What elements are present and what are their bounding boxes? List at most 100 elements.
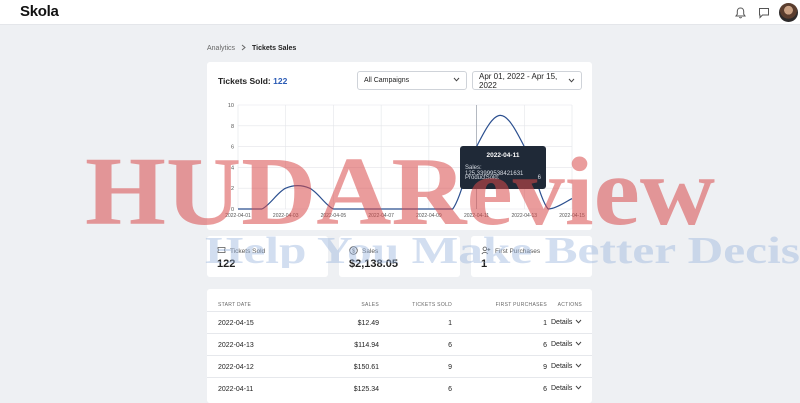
x-tick-label: 2022-04-09 [416, 213, 442, 219]
row-date: 2022-04-12 [218, 364, 254, 371]
tooltip-product-label: ProductSold: [465, 175, 500, 181]
y-tick-label: 6 [231, 145, 234, 151]
header-actions: ACTIONS [557, 302, 582, 308]
chart-title-label: Tickets Sold: [218, 76, 271, 86]
row-sales: $150.61 [353, 364, 379, 371]
row-tickets: 1 [448, 320, 452, 327]
top-bar: Skola [0, 0, 800, 25]
user-plus-icon [481, 246, 491, 257]
stat-card-first-purchases: First Purchases 1 [471, 236, 592, 277]
row-sales: $114.94 [354, 342, 379, 349]
y-tick-label: 0 [231, 207, 234, 213]
tooltip-sales-value: 125.33999538421631 [465, 171, 524, 177]
x-tick-label: 2022-04-15 [559, 213, 585, 219]
tooltip-product-value: 6 [537, 175, 541, 181]
details-button[interactable]: Details [551, 319, 582, 326]
chevron-down-icon [568, 76, 575, 85]
date-range-value: Apr 01, 2022 - Apr 15, 2022 [479, 71, 558, 90]
header-start-date: START DATE [218, 302, 252, 308]
chart-title-count: 122 [273, 76, 288, 86]
x-tick-label: 2022-04-11 [464, 213, 489, 219]
svg-text:$: $ [352, 249, 355, 255]
breadcrumb-analytics[interactable]: Analytics [207, 45, 236, 52]
chat-icon[interactable] [756, 5, 772, 21]
row-date: 2022-04-11 [218, 386, 254, 393]
data-point [571, 197, 573, 199]
table-row: 2022-04-13 $114.94 6 6 Details [207, 333, 592, 355]
row-tickets: 6 [448, 386, 452, 393]
data-point [237, 208, 239, 210]
details-label: Details [551, 341, 573, 348]
stat-label-first-purchases: First Purchases [495, 248, 541, 255]
data-point [428, 208, 430, 210]
row-first-purchases: 1 [543, 320, 547, 327]
details-button[interactable]: Details [551, 363, 582, 370]
chevron-right-icon [241, 44, 246, 53]
stat-value-tickets: 122 [217, 258, 236, 270]
tickets-line-chart[interactable]: 0 2 4 6 8 10 2022-04-01 2022-04-03 2022-04-05 202… [207, 100, 592, 222]
x-tick-label: 2022-04-13 [511, 213, 537, 219]
chevron-down-icon [575, 385, 582, 392]
app-logo[interactable]: Skola [20, 3, 59, 20]
row-tickets: 9 [448, 364, 452, 371]
row-date: 2022-04-13 [218, 342, 254, 349]
table-row: 2022-04-11 $125.34 6 6 Details [207, 377, 592, 399]
stat-label-tickets: Tickets Sold [230, 247, 266, 255]
row-first-purchases: 6 [543, 386, 547, 393]
bell-icon[interactable] [732, 5, 748, 21]
data-point [261, 208, 263, 210]
details-label: Details [551, 363, 573, 370]
x-tick-label: 2022-04-05 [321, 213, 347, 219]
stat-value-first-purchases: 1 [481, 258, 488, 270]
breadcrumb-current: Tickets Sales [252, 45, 297, 52]
date-range-select[interactable]: Apr 01, 2022 - Apr 15, 2022 [472, 71, 582, 90]
row-first-purchases: 6 [543, 342, 547, 349]
y-tick-label: 4 [231, 165, 234, 171]
chevron-down-icon [575, 341, 582, 348]
data-point [308, 187, 310, 189]
data-point [547, 208, 549, 210]
stat-card-tickets: Tickets Sold 122 [207, 236, 328, 277]
stat-card-sales: $ Sales $2,138.05 [339, 236, 460, 277]
breadcrumb: Analytics Tickets Sales [207, 44, 296, 53]
stat-value-sales: $2,138.05 [349, 258, 398, 270]
chart-title: Tickets Sold: 122 [218, 76, 287, 86]
tickets-sold-series-line [238, 114, 573, 210]
ticket-icon [217, 246, 226, 256]
header-sales: SALES [361, 302, 379, 308]
data-point [404, 208, 406, 210]
user-avatar[interactable] [779, 3, 798, 22]
row-first-purchases: 9 [543, 364, 547, 371]
details-button[interactable]: Details [551, 341, 582, 348]
chevron-down-icon [453, 77, 460, 84]
details-label: Details [551, 319, 573, 326]
row-sales: $125.34 [353, 386, 379, 393]
x-tick-label: 2022-04-03 [273, 213, 299, 219]
header-first-purchases: FIRST PURCHASES [495, 302, 547, 308]
data-point [332, 208, 334, 210]
data-point [452, 208, 454, 210]
sales-table: START DATE SALES TICKETS SOLD FIRST PURC… [207, 289, 592, 403]
data-point [499, 114, 501, 116]
table-row: 2022-04-15 $12.49 1 1 Details [207, 311, 592, 333]
tickets-chart-card: Tickets Sold: 122 All Campaigns Apr 01, … [207, 62, 592, 230]
x-tick-label: 2022-04-07 [368, 213, 394, 219]
campaign-select-value: All Campaigns [364, 77, 410, 84]
chevron-down-icon [575, 363, 582, 370]
data-point [380, 208, 382, 210]
y-tick-label: 2 [231, 186, 234, 192]
x-tick-label: 2022-04-01 [225, 213, 251, 219]
stat-label-sales: Sales [362, 248, 379, 255]
details-button[interactable]: Details [551, 385, 582, 392]
tooltip-sales-label: Sales: [465, 165, 482, 171]
row-sales: $12.49 [357, 320, 379, 327]
y-tick-label: 8 [231, 124, 234, 130]
table-row: 2022-04-12 $150.61 9 9 Details [207, 355, 592, 377]
campaign-select[interactable]: All Campaigns [357, 71, 467, 90]
chart-tooltip: 2022-04-11 Sales: 125.33999538421631 Pro… [460, 146, 546, 189]
row-tickets: 6 [448, 342, 452, 349]
dollar-icon: $ [349, 246, 358, 257]
tooltip-product-row: ProductSold: 6 [465, 175, 541, 181]
chevron-down-icon [575, 319, 582, 326]
row-date: 2022-04-15 [218, 320, 254, 327]
